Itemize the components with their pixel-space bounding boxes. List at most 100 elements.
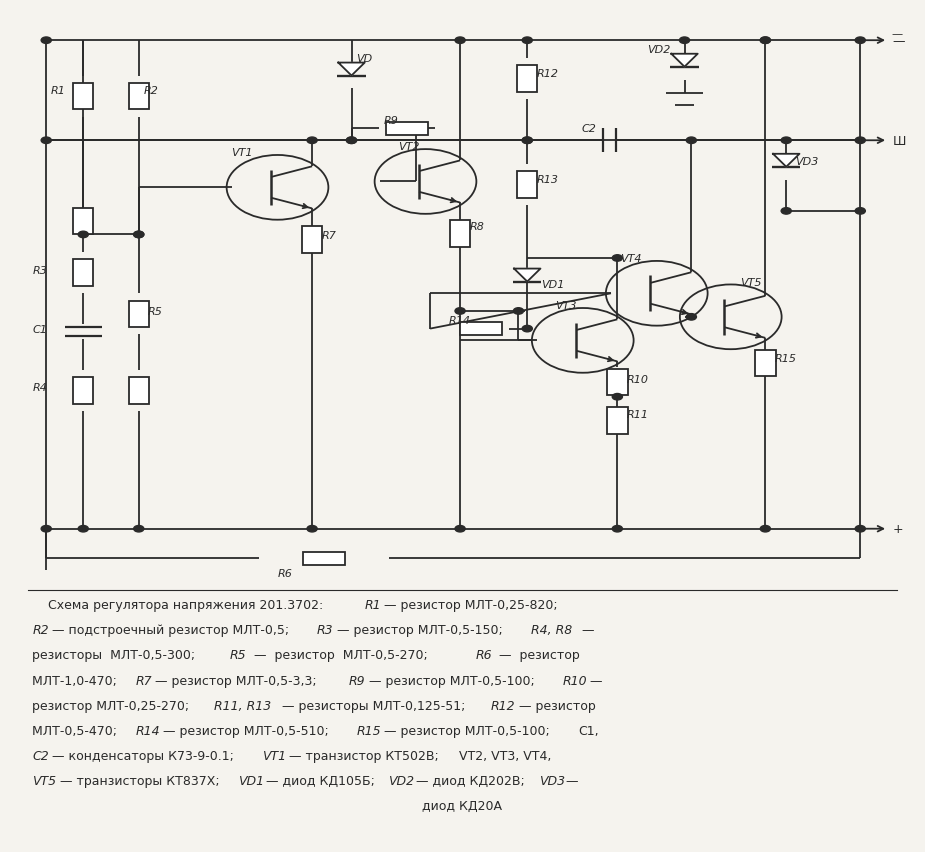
Text: — транзисторы КТ837Х;: — транзисторы КТ837Х; (56, 774, 224, 787)
Bar (387, 123, 427, 135)
Text: R4: R4 (32, 383, 47, 393)
Circle shape (455, 38, 465, 44)
Text: — диод КД202В;: — диод КД202В; (412, 774, 529, 787)
Bar (607, 407, 627, 434)
Circle shape (855, 38, 866, 44)
Bar (607, 369, 627, 396)
Text: R13: R13 (536, 175, 559, 184)
Text: VD1: VD1 (238, 774, 265, 787)
Text: — подстроечный резистор МЛТ-0,5;: — подстроечный резистор МЛТ-0,5; (48, 624, 293, 636)
Text: VT2, VT3, VT4,: VT2, VT3, VT4, (460, 749, 552, 762)
Text: R3: R3 (317, 624, 334, 636)
Circle shape (612, 256, 623, 262)
Text: VD1: VD1 (541, 280, 564, 291)
Circle shape (760, 38, 771, 44)
Text: VD3: VD3 (538, 774, 564, 787)
Text: —: — (586, 674, 602, 687)
Text: VT3: VT3 (555, 301, 576, 311)
Circle shape (522, 326, 533, 332)
Text: —: — (892, 29, 903, 39)
Text: — резистор МЛТ-0,5-510;: — резистор МЛТ-0,5-510; (159, 724, 333, 737)
Bar (517, 172, 537, 199)
Text: VT4: VT4 (620, 254, 641, 263)
Text: VT5: VT5 (740, 277, 761, 287)
Text: R12: R12 (536, 68, 559, 78)
Circle shape (133, 526, 144, 532)
Text: — резистор: — резистор (515, 699, 596, 711)
Text: R14: R14 (135, 724, 160, 737)
Text: VD: VD (356, 54, 373, 64)
Text: МЛТ-0,5-470;: МЛТ-0,5-470; (32, 724, 121, 737)
Circle shape (612, 394, 623, 400)
Text: R10: R10 (626, 375, 648, 384)
Text: R2: R2 (32, 624, 49, 636)
Text: VD3: VD3 (796, 157, 819, 167)
Circle shape (612, 526, 623, 532)
Circle shape (41, 138, 52, 144)
Bar (461, 323, 501, 336)
Text: МЛТ-1,0-470;: МЛТ-1,0-470; (32, 674, 121, 687)
Circle shape (455, 526, 465, 532)
Text: — диод КД105Б;: — диод КД105Б; (262, 774, 378, 787)
Text: VD2: VD2 (648, 45, 671, 55)
Polygon shape (514, 269, 540, 282)
Bar (450, 221, 470, 247)
Circle shape (41, 38, 52, 44)
Text: R3: R3 (32, 266, 47, 275)
Circle shape (855, 209, 866, 215)
Text: C1,: C1, (578, 724, 598, 737)
Text: —: — (578, 624, 595, 636)
Circle shape (41, 526, 52, 532)
Circle shape (455, 308, 465, 314)
Text: Схема регулятора напряжения 201.3702:: Схема регулятора напряжения 201.3702: (32, 598, 327, 612)
Circle shape (522, 38, 533, 44)
Polygon shape (773, 154, 799, 168)
Circle shape (307, 138, 317, 144)
Text: C1: C1 (32, 325, 47, 334)
Text: R5: R5 (230, 648, 247, 662)
Circle shape (760, 38, 771, 44)
Text: R15: R15 (774, 354, 796, 364)
Text: R4, R8: R4, R8 (531, 624, 572, 636)
Bar (303, 552, 344, 565)
Bar (302, 227, 322, 253)
Circle shape (686, 138, 697, 144)
Text: VD2: VD2 (388, 774, 414, 787)
Text: +: + (893, 522, 903, 536)
Circle shape (513, 308, 524, 314)
Text: R1: R1 (364, 598, 381, 612)
Text: VT5: VT5 (32, 774, 56, 787)
Bar (755, 350, 775, 377)
Circle shape (78, 232, 89, 239)
Circle shape (347, 138, 357, 144)
Circle shape (307, 526, 317, 532)
Text: R10: R10 (562, 674, 586, 687)
Text: R12: R12 (491, 699, 516, 711)
Text: — транзистор КТ502В;: — транзистор КТ502В; (286, 749, 443, 762)
Text: R11: R11 (626, 410, 648, 420)
Circle shape (522, 138, 533, 144)
Circle shape (133, 232, 144, 239)
Text: R14: R14 (449, 315, 471, 325)
Text: диод КД20А: диод КД20А (423, 799, 502, 812)
Text: — резистор МЛТ-0,5-150;: — резистор МЛТ-0,5-150; (333, 624, 507, 636)
Text: — конденсаторы К73-9-0.1;: — конденсаторы К73-9-0.1; (48, 749, 238, 762)
Text: C2: C2 (32, 749, 49, 762)
Bar (129, 83, 149, 110)
Text: VT2: VT2 (398, 142, 419, 152)
Text: C2: C2 (582, 124, 597, 135)
Polygon shape (339, 64, 364, 77)
Text: — резистор МЛТ-0,25-820;: — резистор МЛТ-0,25-820; (380, 598, 558, 612)
Text: R1: R1 (51, 86, 66, 96)
Bar (73, 260, 93, 286)
Text: VT1: VT1 (262, 749, 286, 762)
Circle shape (855, 138, 866, 144)
Circle shape (781, 138, 792, 144)
Text: —  резистор: — резистор (491, 648, 580, 662)
Polygon shape (672, 55, 697, 67)
Text: R7: R7 (135, 674, 152, 687)
Circle shape (686, 314, 697, 320)
Text: —  резистор  МЛТ-0,5-270;: — резистор МЛТ-0,5-270; (246, 648, 436, 662)
Text: резистор МЛТ-0,25-270;: резистор МЛТ-0,25-270; (32, 699, 193, 711)
Circle shape (679, 38, 690, 44)
